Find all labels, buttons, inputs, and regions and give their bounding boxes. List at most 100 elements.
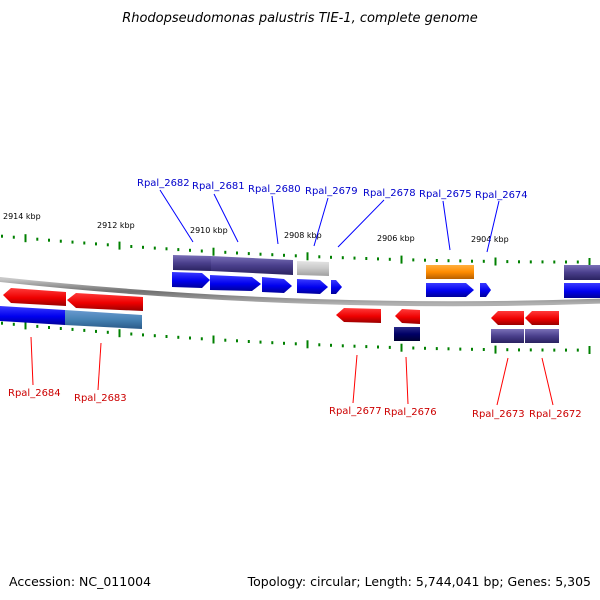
leader-line bbox=[97, 342, 102, 391]
forward-strand-genes bbox=[172, 255, 600, 298]
minor-tick bbox=[341, 344, 344, 348]
gene-feature[interactable] bbox=[394, 327, 420, 341]
gene-label[interactable]: Rpal_2683 bbox=[74, 393, 127, 404]
minor-tick bbox=[177, 335, 180, 339]
gene-label[interactable]: Rpal_2674 bbox=[475, 190, 528, 201]
minor-tick bbox=[435, 259, 438, 262]
gene-arrow[interactable] bbox=[262, 277, 292, 293]
gene-arrow[interactable] bbox=[491, 311, 524, 325]
minor-tick bbox=[294, 342, 297, 346]
gene-label[interactable]: Rpal_2682 bbox=[137, 178, 190, 189]
minor-tick bbox=[95, 329, 97, 333]
major-tick bbox=[212, 335, 215, 344]
minor-tick bbox=[506, 260, 509, 264]
gene-label[interactable]: Rpal_2680 bbox=[248, 184, 301, 195]
gene-label[interactable]: Rpal_2679 bbox=[305, 186, 358, 197]
gene-feature[interactable] bbox=[211, 256, 293, 275]
gene-label[interactable]: Rpal_2673 bbox=[472, 409, 525, 420]
minor-tick bbox=[565, 348, 567, 352]
gene-arrow[interactable] bbox=[395, 309, 420, 324]
leader-line bbox=[442, 200, 451, 251]
gene-arrow[interactable] bbox=[564, 283, 600, 298]
gene-arrow[interactable] bbox=[297, 279, 328, 294]
major-tick bbox=[118, 241, 121, 250]
kbp-label: 2908 kbp bbox=[284, 231, 322, 240]
gene-feature[interactable] bbox=[525, 329, 559, 343]
leader-line bbox=[337, 199, 385, 248]
major-tick bbox=[24, 234, 27, 243]
gene-label[interactable]: Rpal_2676 bbox=[384, 407, 437, 418]
minor-tick bbox=[576, 348, 579, 352]
minor-tick bbox=[271, 253, 274, 257]
gene-label[interactable]: Rpal_2675 bbox=[419, 189, 472, 200]
forward-gene-labels: Rpal_2682 Rpal_2681 Rpal_2680 Rpal_2679 … bbox=[137, 178, 528, 253]
minor-tick bbox=[576, 260, 579, 264]
kbp-label: 2912 kbp bbox=[97, 221, 135, 230]
minor-tick bbox=[412, 258, 415, 262]
gene-feature[interactable] bbox=[491, 329, 524, 343]
minor-tick bbox=[518, 348, 520, 352]
minor-tick bbox=[1, 321, 3, 325]
map-title: Rhodopseudomonas palustris TIE-1, comple… bbox=[122, 11, 478, 26]
leader-line bbox=[313, 197, 329, 247]
gene-arrow[interactable] bbox=[3, 288, 66, 306]
minor-tick bbox=[83, 241, 86, 245]
gene-feature[interactable] bbox=[173, 255, 211, 271]
minor-tick bbox=[471, 347, 473, 351]
gene-label[interactable]: Rpal_2672 bbox=[529, 409, 582, 420]
gene-arrow[interactable] bbox=[67, 293, 143, 311]
reverse-strand-genes bbox=[0, 288, 559, 343]
gene-arrow[interactable] bbox=[172, 272, 210, 288]
minor-tick bbox=[330, 255, 332, 259]
minor-tick bbox=[424, 346, 426, 350]
kbp-label: 2910 kbp bbox=[190, 226, 228, 235]
gene-arrow[interactable] bbox=[331, 280, 342, 294]
kbp-label: 2914 kbp bbox=[3, 212, 41, 221]
gene-feature[interactable] bbox=[564, 265, 600, 280]
gene-label[interactable]: Rpal_2678 bbox=[363, 188, 416, 199]
minor-tick bbox=[330, 343, 332, 347]
outer-scale-ticks bbox=[1, 234, 591, 266]
minor-tick bbox=[1, 234, 3, 238]
gene-feature[interactable] bbox=[297, 261, 329, 276]
gene-arrow[interactable] bbox=[426, 283, 474, 297]
gene-arrow[interactable] bbox=[210, 275, 261, 291]
minor-tick bbox=[142, 245, 144, 249]
leader-line bbox=[541, 357, 554, 406]
gene-label[interactable]: Rpal_2684 bbox=[8, 388, 61, 399]
genome-backbone bbox=[0, 277, 600, 307]
minor-tick bbox=[130, 332, 133, 336]
gene-arrow[interactable] bbox=[525, 311, 559, 325]
minor-tick bbox=[271, 341, 274, 345]
minor-tick bbox=[106, 243, 109, 247]
minor-tick bbox=[341, 256, 344, 260]
leader-line bbox=[271, 195, 279, 245]
leader-line bbox=[159, 189, 194, 243]
minor-tick bbox=[365, 257, 368, 260]
minor-tick bbox=[353, 256, 356, 260]
major-tick bbox=[118, 329, 121, 338]
gene-label[interactable]: Rpal_2677 bbox=[329, 406, 382, 417]
kbp-scale-labels: 2914 kbp 2912 kbp 2910 kbp 2908 kbp 2906… bbox=[3, 212, 509, 244]
minor-tick bbox=[189, 248, 191, 252]
major-tick bbox=[24, 321, 27, 330]
gene-feature[interactable] bbox=[426, 265, 474, 279]
minor-tick bbox=[459, 259, 462, 263]
gene-arrow[interactable] bbox=[480, 283, 491, 297]
gene-arrow[interactable] bbox=[336, 308, 381, 323]
minor-tick bbox=[247, 252, 250, 256]
gene-feature[interactable] bbox=[0, 306, 65, 325]
minor-tick bbox=[12, 322, 15, 326]
gene-feature[interactable] bbox=[65, 310, 142, 329]
minor-tick bbox=[153, 334, 156, 338]
minor-tick bbox=[71, 327, 74, 331]
minor-tick bbox=[553, 348, 556, 352]
gene-label[interactable]: Rpal_2681 bbox=[192, 181, 245, 192]
minor-tick bbox=[553, 260, 556, 264]
minor-tick bbox=[259, 340, 262, 344]
minor-tick bbox=[435, 347, 438, 351]
leader-line bbox=[30, 336, 34, 386]
minor-tick bbox=[83, 328, 86, 332]
minor-tick bbox=[283, 341, 285, 345]
